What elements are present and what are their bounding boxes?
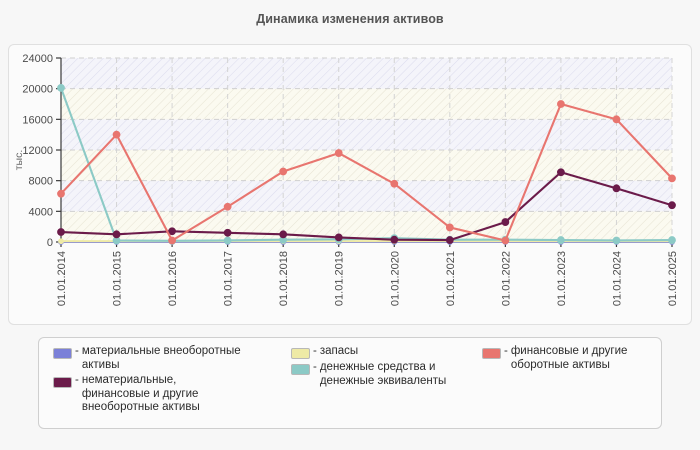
legend-separator: - <box>75 345 79 357</box>
page-title: Динамика изменения активов <box>256 12 444 26</box>
x-tick-label: 01.01.2022 <box>500 251 512 306</box>
legend-swatch-cash-equivalents <box>291 364 310 375</box>
legend-label-inventories: запасы <box>319 345 359 357</box>
legend-swatch-intangible-financial-noncurrent <box>53 377 72 388</box>
data-series-group <box>57 84 676 245</box>
x-tick-label: 01.01.2019 <box>334 251 346 306</box>
x-tick-label: 01.01.2020 <box>389 251 401 306</box>
y-tick-label: 8000 <box>29 176 53 188</box>
legend-separator: - <box>504 345 508 357</box>
x-tick-label: 01.01.2017 <box>223 251 235 306</box>
legend-item-tangible-noncurrent[interactable]: - материальные внеоборотные активы <box>53 345 241 372</box>
y-tick-label: 16000 <box>22 114 53 126</box>
legend-item-cash-equivalents[interactable]: - денежные средства и денежные эквивален… <box>291 361 446 388</box>
y-axis-ticks: 0 4000 8000 12000 16000 20000 24000 <box>22 53 61 249</box>
series-1 <box>57 168 676 244</box>
series-4 <box>57 100 676 245</box>
x-tick-label: 01.01.2014 <box>56 251 68 306</box>
legend-separator: - <box>313 361 317 373</box>
legend-item-inventories[interactable]: - запасы <box>291 345 358 359</box>
legend-label-tangible-noncurrent: материальные внеоборотные активы <box>81 345 241 371</box>
legend-swatch-financial-other-current <box>482 348 501 359</box>
x-axis-ticks: 01.01.2014 01.01.2015 01.01.2016 01.01.2017… <box>56 242 679 306</box>
legend-label-financial-other-current: финансовые и другие оборотные активы <box>510 345 628 371</box>
y-axis-label: тыс. <box>13 150 25 171</box>
legend-swatch-inventories <box>291 348 310 359</box>
legend-item-intangible-financial-noncurrent[interactable]: - нематериальные, финансовые и другие вн… <box>53 374 200 415</box>
plot-background-bands <box>61 58 672 242</box>
x-tick-label: 01.01.2021 <box>445 251 457 306</box>
y-tick-label: 12000 <box>22 145 53 157</box>
legend-item-financial-other-current[interactable]: - финансовые и другие оборотные активы <box>482 345 627 372</box>
chart-legend: - материальные внеоборотные активы - нем… <box>38 337 662 429</box>
x-tick-label: 01.01.2018 <box>278 251 290 306</box>
y-tick-label: 0 <box>47 237 53 249</box>
x-tick-label: 01.01.2016 <box>167 251 179 306</box>
y-tick-label: 20000 <box>22 84 53 96</box>
legend-separator: - <box>313 345 317 357</box>
y-tick-label: 4000 <box>29 206 53 218</box>
legend-separator: - <box>75 374 79 386</box>
x-tick-label: 01.01.2025 <box>667 251 679 306</box>
line-chart: 0 4000 8000 12000 16000 20000 24000 01.01.2014… <box>13 53 679 306</box>
legend-label-cash-equivalents: денежные средства и денежные эквиваленты <box>319 361 447 387</box>
legend-label-intangible-financial-noncurrent: нематериальные, финансовые и другие внео… <box>81 374 200 413</box>
x-tick-label: 01.01.2015 <box>112 251 124 306</box>
x-tick-label: 01.01.2024 <box>611 251 623 306</box>
y-tick-label: 24000 <box>22 53 53 65</box>
legend-swatch-tangible-noncurrent <box>53 348 72 359</box>
x-tick-label: 01.01.2023 <box>556 251 568 306</box>
